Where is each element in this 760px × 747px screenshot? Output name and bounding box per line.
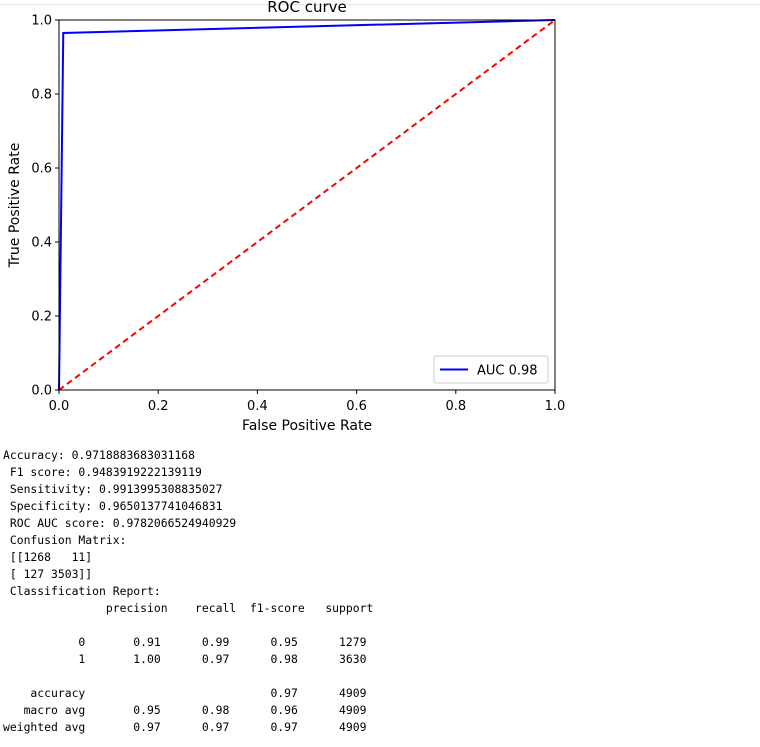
x-tick-label: 1.0 bbox=[545, 399, 566, 414]
y-tick-label: 0.2 bbox=[31, 310, 52, 325]
output-line: ROC AUC score: 0.9782066524940929 bbox=[3, 516, 237, 530]
output-line: Confusion Matrix: bbox=[3, 533, 127, 547]
output-line: weighted avg 0.97 0.97 0.97 4909 bbox=[3, 720, 367, 734]
series-line-1 bbox=[58, 19, 556, 391]
series-line-2 bbox=[58, 19, 556, 391]
output-line: precision recall f1-score support bbox=[3, 601, 374, 615]
chart-title: ROC curve bbox=[267, 0, 347, 16]
output-line: Specificity: 0.9650137741046831 bbox=[3, 499, 223, 513]
output-line: F1 score: 0.9483919222139119 bbox=[3, 465, 202, 479]
output-line: Sensitivity: 0.9913995308835027 bbox=[3, 482, 223, 496]
output-line: Classification Report: bbox=[3, 584, 161, 598]
output-line: Accuracy: 0.9718883683031168 bbox=[3, 448, 196, 462]
y-tick-label: 0.0 bbox=[31, 384, 52, 399]
output-line: macro avg 0.95 0.98 0.96 4909 bbox=[3, 703, 367, 717]
output-line: 0 0.91 0.99 0.95 1279 bbox=[3, 635, 367, 649]
plot-frame bbox=[58, 19, 556, 391]
x-tick-label: 0.4 bbox=[247, 399, 268, 414]
x-axis-label: False Positive Rate bbox=[242, 418, 372, 434]
x-tick-label: 0.0 bbox=[49, 399, 70, 414]
legend-box bbox=[433, 355, 549, 384]
output-line: 1 1.00 0.97 0.98 3630 bbox=[3, 652, 367, 666]
legend-label: AUC 0.98 bbox=[477, 364, 538, 379]
output-line: [[1268 11] bbox=[3, 550, 93, 564]
output-line: [ 127 3503]] bbox=[3, 567, 93, 581]
y-tick-label: 0.4 bbox=[31, 236, 52, 251]
console-output: Accuracy: 0.9718883683031168 F1 score: 0… bbox=[3, 447, 373, 736]
y-tick-label: 1.0 bbox=[31, 14, 52, 29]
top-divider bbox=[0, 0, 760, 5]
x-tick-label: 0.8 bbox=[445, 399, 466, 414]
y-tick-label: 0.8 bbox=[31, 88, 52, 103]
roc-chart: 0.0 0.2 0.4 0.6 0.8 1.0 0.0 0.2 0.4 0.6 0.8 1.0 ROC … bbox=[7, 0, 566, 434]
x-tick-label: 0.2 bbox=[148, 399, 169, 414]
output-line: accuracy 0.97 4909 bbox=[3, 686, 367, 700]
y-tick-label: 0.6 bbox=[31, 162, 52, 177]
y-axis-label: True Positive Rate bbox=[7, 143, 23, 269]
x-tick-label: 0.6 bbox=[346, 399, 367, 414]
